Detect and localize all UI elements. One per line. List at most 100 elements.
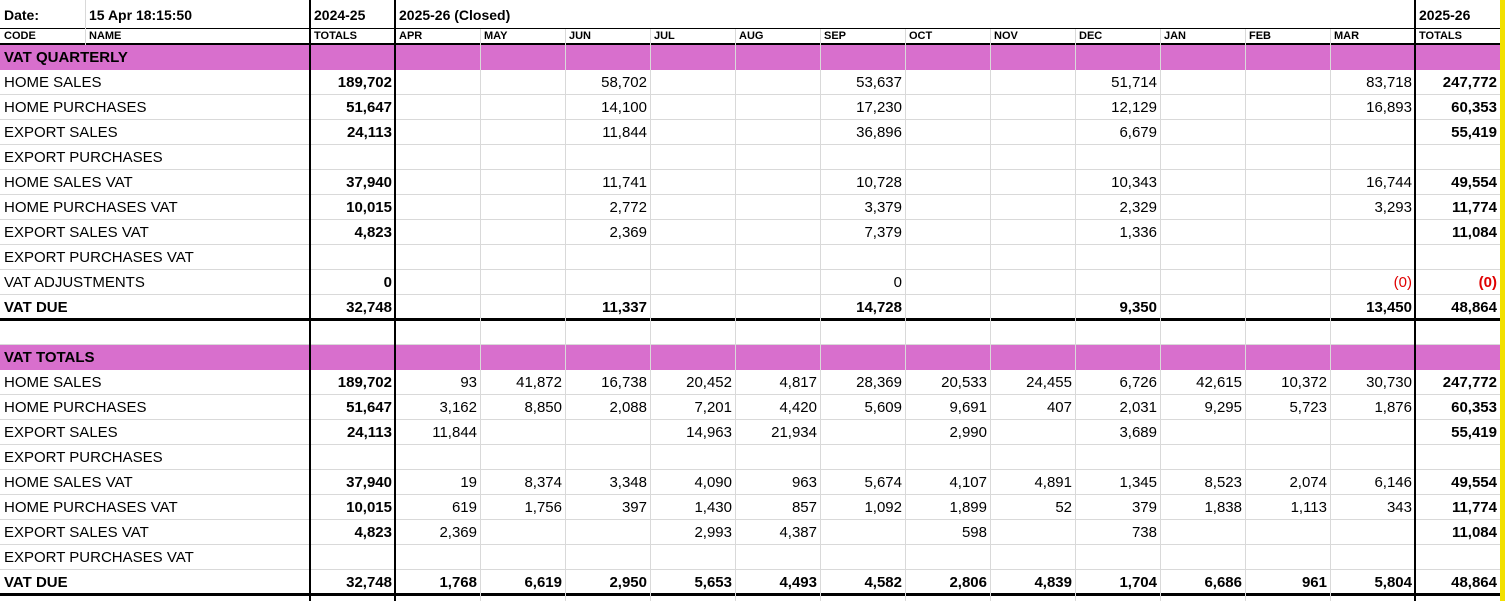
prev-total-cell[interactable] [310,145,395,170]
prev-total-cell[interactable]: 37,940 [346,174,392,191]
month-cell-dec[interactable] [1075,445,1160,470]
month-cell-nov[interactable] [990,220,1075,245]
month-cell-may[interactable] [480,195,565,220]
month-cell-jun[interactable]: 11,741 [602,174,647,191]
month-cell-apr[interactable]: 1,768 [439,574,477,591]
cur-total-cell[interactable]: 55,419 [1451,124,1497,141]
cur-total-cell[interactable]: 11,084 [1451,224,1497,241]
prev-total-cell[interactable]: 189,702 [337,74,392,91]
month-cell-sep[interactable]: 0 [893,274,902,291]
prev-total-cell[interactable] [310,445,395,470]
month-cell-oct[interactable] [905,70,990,95]
month-cell-may[interactable] [480,145,565,170]
month-cell-aug[interactable] [735,245,820,270]
month-cell-nov[interactable]: 407 [1046,399,1072,416]
month-cell-apr[interactable] [395,120,480,145]
month-cell-feb[interactable] [1245,520,1330,545]
month-cell-jan[interactable]: 1,838 [1204,499,1242,516]
prev-total-cell[interactable]: 24,113 [346,124,392,141]
month-cell-dec[interactable]: 379 [1131,499,1157,516]
month-cell-feb[interactable]: 5,723 [1289,399,1327,416]
month-cell-may[interactable] [480,170,565,195]
month-cell-may[interactable] [480,220,565,245]
month-cell-apr[interactable] [395,145,480,170]
month-cell-dec[interactable]: 10,343 [1111,174,1157,191]
month-cell-sep[interactable] [820,420,905,445]
prev-total-cell[interactable]: 51,647 [346,99,392,116]
month-cell-dec[interactable]: 1,336 [1119,224,1157,241]
month-cell-apr[interactable] [395,295,480,320]
month-cell-may[interactable] [480,445,565,470]
month-cell-jun[interactable]: 2,369 [609,224,647,241]
month-cell-dec[interactable]: 1,704 [1119,574,1157,591]
month-cell-nov[interactable]: 52 [1055,499,1072,516]
month-cell-jul[interactable] [650,170,735,195]
month-cell-sep[interactable]: 17,230 [856,99,902,116]
month-cell-oct[interactable] [905,95,990,120]
month-cell-jan[interactable] [1160,170,1245,195]
prev-total-cell[interactable]: 32,748 [346,299,392,316]
cur-total-cell[interactable]: 11,774 [1451,199,1497,216]
month-cell-apr[interactable]: 3,162 [439,399,477,416]
month-cell-may[interactable] [480,420,565,445]
month-cell-aug[interactable] [735,195,820,220]
month-cell-nov[interactable]: 24,455 [1026,374,1072,391]
month-cell-mar[interactable] [1330,145,1415,170]
month-cell-sep[interactable]: 10,728 [856,174,902,191]
month-cell-oct[interactable]: 1,899 [949,499,987,516]
month-cell-aug[interactable] [735,120,820,145]
month-cell-apr[interactable]: 2,369 [439,524,477,541]
month-cell-may[interactable] [480,245,565,270]
month-cell-mar[interactable] [1330,120,1415,145]
month-cell-nov[interactable] [990,95,1075,120]
month-cell-jul[interactable] [650,545,735,570]
prev-total-cell[interactable]: 4,823 [354,224,392,241]
month-cell-jan[interactable] [1160,95,1245,120]
month-cell-aug[interactable] [735,445,820,470]
prev-total-cell[interactable] [310,245,395,270]
cur-total-cell[interactable]: 247,772 [1442,374,1497,391]
month-cell-jul[interactable] [650,270,735,295]
month-cell-may[interactable] [480,70,565,95]
month-cell-oct[interactable] [905,545,990,570]
month-cell-jun[interactable] [565,420,650,445]
month-cell-mar[interactable]: 1,876 [1374,399,1412,416]
month-cell-nov[interactable] [990,245,1075,270]
month-cell-jul[interactable] [650,70,735,95]
month-cell-jun[interactable]: 2,950 [609,574,647,591]
month-cell-feb[interactable] [1245,220,1330,245]
month-cell-mar[interactable]: 83,718 [1366,74,1412,91]
month-cell-aug[interactable]: 21,934 [771,424,817,441]
month-cell-jul[interactable] [650,445,735,470]
month-cell-may[interactable]: 41,872 [516,374,562,391]
cur-total-cell[interactable]: 247,772 [1442,74,1497,91]
cur-total-cell[interactable]: 48,864 [1451,299,1497,316]
month-cell-jun[interactable] [565,445,650,470]
month-cell-aug[interactable]: 4,420 [779,399,817,416]
month-cell-sep[interactable] [820,145,905,170]
cur-total-cell[interactable]: 11,774 [1451,499,1497,516]
cur-total-cell[interactable]: 60,353 [1451,399,1497,416]
month-cell-dec[interactable]: 738 [1131,524,1157,541]
month-cell-jul[interactable] [650,120,735,145]
month-cell-feb[interactable] [1245,170,1330,195]
month-cell-jan[interactable] [1160,520,1245,545]
month-cell-feb[interactable] [1245,195,1330,220]
month-cell-sep[interactable]: 36,896 [856,124,902,141]
month-cell-sep[interactable]: 5,674 [864,474,902,491]
month-cell-dec[interactable]: 6,726 [1119,374,1157,391]
month-cell-dec[interactable] [1075,245,1160,270]
month-cell-jul[interactable] [650,295,735,320]
month-cell-sep[interactable] [820,445,905,470]
month-cell-apr[interactable]: 19 [460,474,477,491]
month-cell-aug[interactable] [735,220,820,245]
month-cell-feb[interactable] [1245,95,1330,120]
month-cell-apr[interactable] [395,195,480,220]
month-cell-may[interactable]: 8,850 [524,399,562,416]
month-cell-jan[interactable] [1160,270,1245,295]
cur-total-cell[interactable] [1415,545,1500,570]
month-cell-feb[interactable] [1245,420,1330,445]
month-cell-jul[interactable] [650,195,735,220]
month-cell-mar[interactable]: 3,293 [1374,199,1412,216]
month-cell-feb[interactable] [1245,270,1330,295]
